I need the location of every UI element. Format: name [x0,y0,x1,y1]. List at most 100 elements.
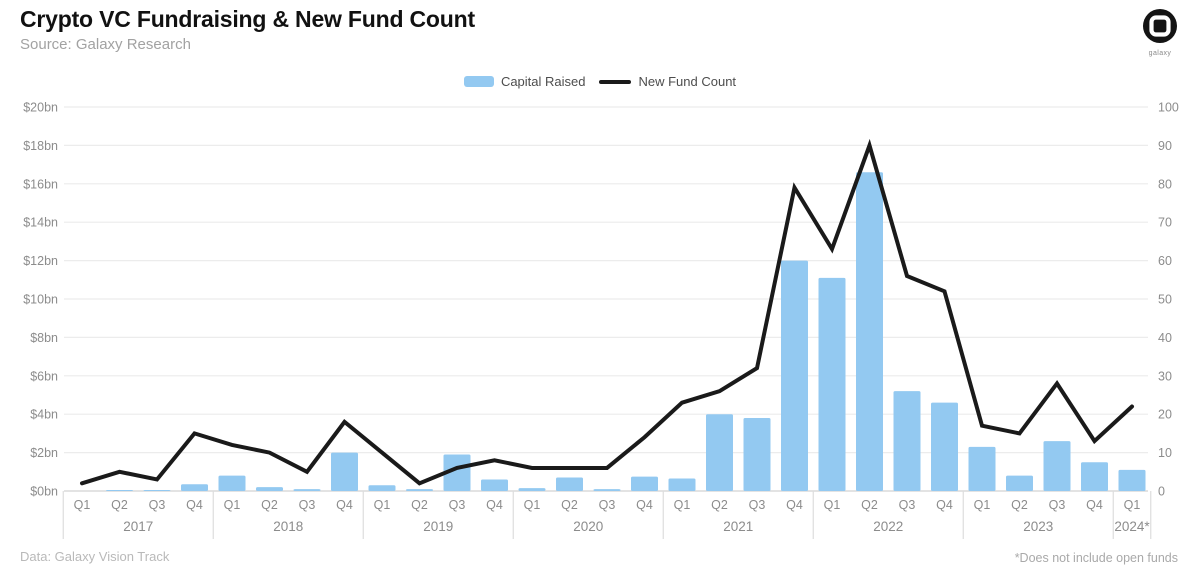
bar-capital-raised [331,452,358,491]
bar-capital-raised [668,478,696,491]
quarter-label: Q3 [149,498,166,512]
year-label: 2023 [1023,519,1053,534]
bar-capital-raised [1006,475,1033,491]
bar-capital-raised [143,490,171,491]
quarter-label: Q4 [336,498,353,512]
quarter-label: Q2 [561,498,578,512]
galaxy-logo: galaxy [1138,8,1182,57]
left-axis-tick-label: $0bn [30,485,58,499]
left-axis-tick-label: $12bn [23,254,58,268]
quarter-label: Q1 [74,498,91,512]
bar-capital-raised [1081,462,1108,491]
year-label: 2019 [423,519,453,534]
bar-capital-raised [781,260,808,491]
year-label: 2022 [873,519,903,534]
quarter-label: Q2 [1011,498,1028,512]
legend-label-new-fund-count: New Fund Count [638,74,737,89]
year-label: 2017 [123,519,153,534]
right-axis-tick-label: 80 [1158,177,1172,191]
page-title: Crypto VC Fundraising & New Fund Count [20,6,475,32]
right-axis-tick-label: 10 [1158,446,1172,460]
right-axis-tick-label: 50 [1158,293,1172,307]
bar-capital-raised [481,479,508,491]
right-axis-tick-label: 90 [1158,139,1172,153]
quarter-label: Q1 [974,498,991,512]
quarter-label: Q3 [749,498,766,512]
bar-capital-raised [556,477,583,491]
quarter-label: Q2 [411,498,428,512]
left-axis-tick-label: $2bn [30,446,58,460]
quarter-label: Q4 [1086,498,1103,512]
bar-capital-raised [106,490,133,491]
quarter-label: Q1 [374,498,391,512]
quarter-label: Q4 [486,498,503,512]
quarter-label: Q1 [824,498,841,512]
quarter-label: Q1 [1124,498,1141,512]
quarter-label: Q3 [299,498,316,512]
right-axis-tick-label: 20 [1158,408,1172,422]
bar-capital-raised [818,277,846,491]
bar-capital-raised [706,414,733,491]
galaxy-logo-icon [1143,9,1177,43]
bar-capital-raised [406,489,433,491]
quarter-label: Q3 [899,498,916,512]
left-axis-tick-label: $14bn [23,216,58,230]
bar-capital-raised [593,489,621,491]
quarter-label: Q1 [674,498,691,512]
left-axis-tick-label: $4bn [30,408,58,422]
bar-capital-raised [968,446,996,491]
right-axis-tick-label: 40 [1158,331,1172,345]
bar-capital-raised [631,476,658,491]
bar-capital-raised [931,402,958,491]
left-axis-tick-label: $18bn [23,139,58,153]
left-axis-tick-label: $8bn [30,331,58,345]
quarter-label: Q2 [711,498,728,512]
year-label: 2018 [273,519,303,534]
right-axis-tick-label: 0 [1158,485,1165,499]
quarter-label: Q2 [111,498,128,512]
bar-capital-raised [1043,441,1071,491]
year-label: 2021 [723,519,753,534]
bar-capital-raised [518,488,546,491]
quarter-label: Q3 [599,498,616,512]
galaxy-logo-caption: galaxy [1148,50,1172,57]
quarter-label: Q4 [936,498,953,512]
right-axis-tick-label: 70 [1158,216,1172,230]
quarter-label: Q3 [449,498,466,512]
quarter-label: Q2 [261,498,278,512]
bar-capital-raised [893,391,921,491]
new-fund-count-line [80,138,1134,486]
bar-capital-raised [856,172,883,491]
new-fund-count-swatch-icon [599,79,632,84]
year-label: 2024* [1114,519,1150,534]
right-axis-tick-label: 30 [1158,369,1172,383]
bar-capital-raised [443,454,471,491]
year-label: 2020 [573,519,603,534]
footer-data-source: Data: Galaxy Vision Track [20,549,170,564]
left-axis-tick-label: $6bn [30,369,58,383]
quarter-label: Q1 [524,498,541,512]
chart-area: $0bn $2bn $4bn $6bn $8bn $10bn $12bn $14bn $16bn… [0,95,1200,555]
bar-capital-raised [743,418,771,491]
quarter-label: Q2 [861,498,878,512]
footer-note: *Does not include open funds [1014,551,1178,565]
combo-chart: $0bn $2bn $4bn $6bn $8bn $10bn $12bn $14bn $16bn… [23,101,1179,539]
quarter-label: Q4 [786,498,803,512]
legend-label-capital-raised: Capital Raised [500,74,586,89]
right-axis-tick-label: 100 [1158,101,1179,115]
quarter-label: Q1 [224,498,241,512]
quarter-label: Q3 [1049,498,1066,512]
legend-item-new-fund-count: New Fund Count [599,74,736,89]
bar-capital-raised [1118,469,1146,491]
page-subtitle: Source: Galaxy Research [20,36,191,53]
bar-capital-raised [256,487,283,491]
bar-capital-raised [181,484,208,491]
bar-capital-raised [293,489,321,491]
capital-raised-swatch-icon [463,76,494,87]
left-axis-tick-label: $16bn [23,177,58,191]
legend-item-capital-raised: Capital Raised [463,74,586,89]
bar-capital-raised [218,475,246,491]
chart-legend: Capital Raised New Fund Count [0,74,1200,89]
left-axis-tick-label: $20bn [23,101,58,115]
